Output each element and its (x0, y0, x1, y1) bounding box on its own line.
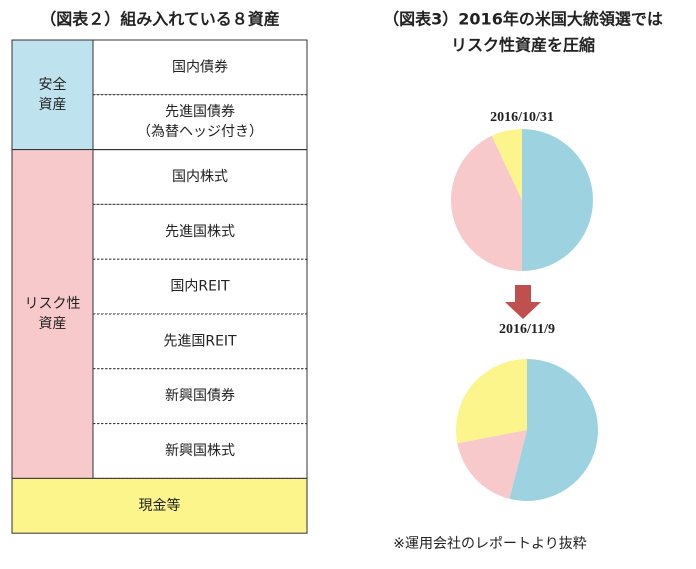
row-label: 先進国REIT (163, 333, 237, 349)
row-label: 新興国株式 (165, 443, 235, 459)
chart-title: （図表3）2016年の米国大統領選では (383, 10, 663, 29)
pie-title: 2016/11/9 (499, 322, 555, 337)
pie-slice (509, 359, 598, 501)
row-label: 先進国債券 (165, 104, 235, 120)
cash-label: 現金等 (139, 497, 181, 514)
row-label: 国内株式 (172, 169, 228, 185)
pie-slice (450, 135, 522, 271)
chart-title: リスク性資産を圧縮 (451, 36, 595, 55)
row-cell (92, 39, 308, 96)
group-label: リスク性 (25, 296, 81, 312)
pie-slice (491, 129, 522, 200)
group-cell (11, 39, 94, 151)
row-label: 国内債券 (172, 59, 228, 75)
row-label: 先進国株式 (165, 224, 235, 240)
row-cell (92, 149, 308, 205)
row-label: 国内REIT (170, 279, 230, 295)
row-cell (92, 313, 308, 370)
pie-slice (457, 430, 527, 499)
cash-cell (11, 477, 308, 534)
arrow (505, 285, 541, 319)
group-label: 資産 (39, 97, 67, 113)
pie-title: 2016/10/31 (490, 110, 554, 125)
group-label: 安全 (39, 76, 67, 93)
row-label: 新興国債券 (165, 388, 235, 404)
group-cell (11, 149, 94, 479)
table-title: （図表２）組み入れている８資産 (40, 10, 280, 29)
group-label: 資産 (39, 316, 67, 332)
pie-slice (456, 359, 527, 444)
note: ※運用会社のレポートより抜粋 (393, 536, 586, 552)
row-label: （為替ヘッジ付き） (137, 124, 263, 140)
row-cell (92, 94, 308, 151)
pie-slice (522, 129, 593, 271)
